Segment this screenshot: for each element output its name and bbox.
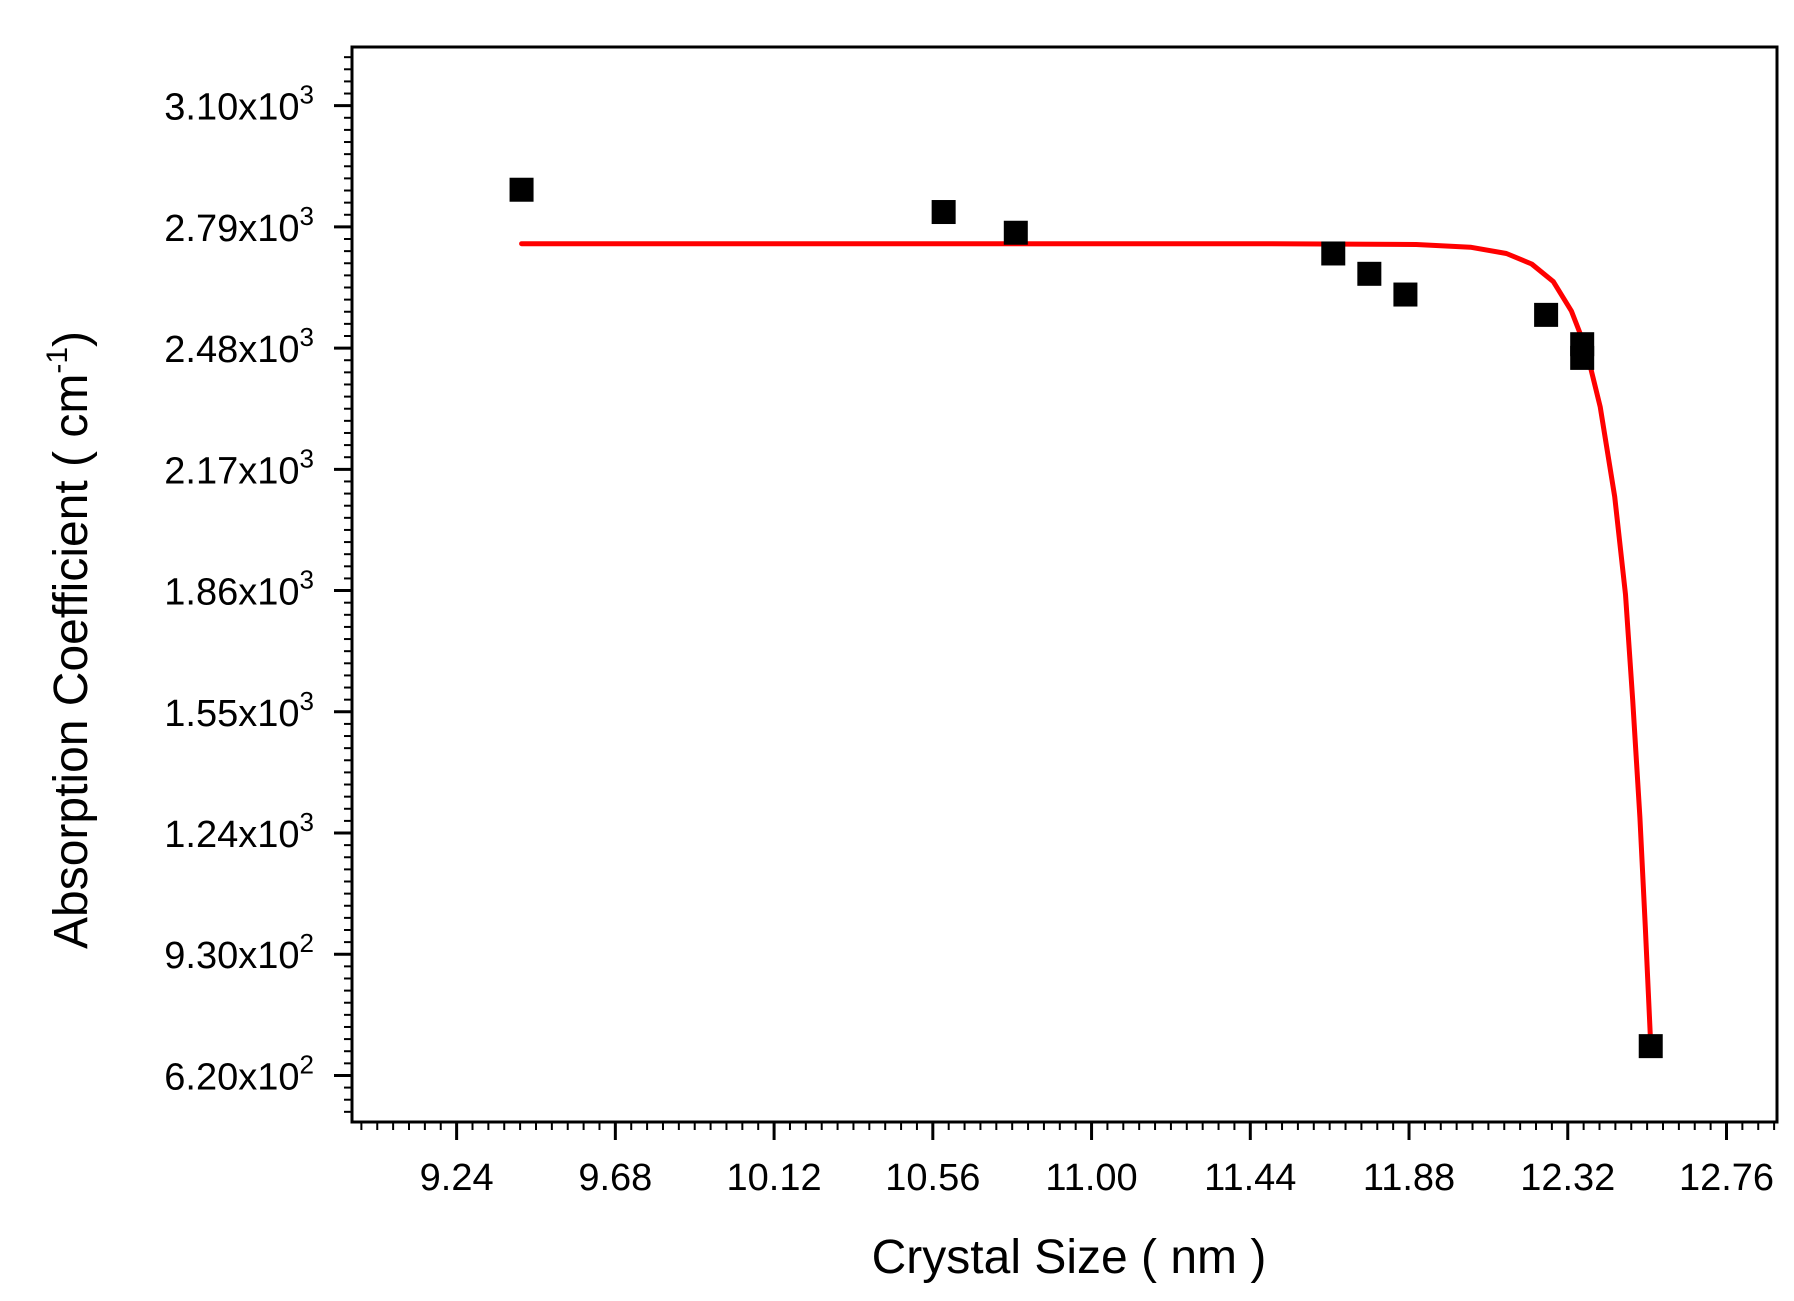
y-tick-exponent: 2 <box>300 1049 314 1079</box>
y-tick-exponent: 2 <box>300 928 314 958</box>
y-axis-title-main: Absorption Coefficient ( cm <box>45 374 98 949</box>
y-tick-label: 3.10x103 <box>164 80 314 129</box>
y-tick-label: 2.79x103 <box>164 201 314 250</box>
major-ticks <box>334 104 1728 1140</box>
y-tick-mantissa: 1.86x10 <box>164 572 299 614</box>
data-point <box>509 177 534 202</box>
y-axis-title-end: ) <box>45 331 98 347</box>
y-tick-exponent: 3 <box>300 201 314 231</box>
y-tick-mantissa: 2.17x10 <box>164 450 299 492</box>
data-point <box>1393 282 1418 307</box>
x-axis-title: Crystal Size ( nm ) <box>872 1231 1267 1284</box>
y-tick-exponent: 3 <box>300 686 314 716</box>
data-point <box>1003 220 1028 245</box>
x-tick-label: 12.76 <box>1679 1157 1774 1199</box>
y-tick-label: 1.86x103 <box>164 565 314 614</box>
y-tick-label: 6.20x102 <box>164 1049 314 1098</box>
y-tick-mantissa: 2.48x10 <box>164 329 299 371</box>
x-tick-label: 11.00 <box>1045 1157 1137 1199</box>
fit-curve <box>519 241 1654 1047</box>
y-tick-mantissa: 3.10x10 <box>164 87 299 129</box>
y-tick-label: 1.55x103 <box>164 686 314 735</box>
x-tick-label: 11.44 <box>1204 1157 1296 1199</box>
y-tick-exponent: 3 <box>300 565 314 595</box>
data-point <box>1534 302 1559 327</box>
tick-labels: 9.24 9.68 10.12 10.56 11.00 11.44 11.88 12.32 12… <box>164 80 1774 1199</box>
series-layer <box>509 177 1663 1059</box>
y-axis-title-superscript: -1 <box>41 347 74 374</box>
y-tick-label: 2.48x103 <box>164 322 314 371</box>
y-tick-label: 9.30x102 <box>164 928 314 977</box>
plot-frame <box>350 45 1779 1124</box>
y-tick-mantissa: 6.20x10 <box>164 1056 299 1098</box>
y-tick-label: 1.24x103 <box>164 807 314 856</box>
y-axis-title: Absorption Coefficient ( cm-1) <box>41 331 98 949</box>
data-point <box>1321 241 1346 266</box>
y-tick-exponent: 3 <box>300 322 314 352</box>
data-point <box>1357 261 1382 286</box>
x-tick-label: 10.56 <box>885 1157 980 1199</box>
data-point <box>1638 1034 1663 1059</box>
y-tick-exponent: 3 <box>300 807 314 837</box>
x-tick-label: 11.88 <box>1363 1157 1455 1199</box>
x-tick-label: 9.24 <box>420 1157 494 1199</box>
y-tick-mantissa: 2.79x10 <box>164 208 299 250</box>
x-tick-label: 9.68 <box>578 1157 652 1199</box>
x-tick-label: 10.12 <box>727 1157 822 1199</box>
data-point <box>931 200 956 225</box>
y-tick-mantissa: 1.55x10 <box>164 693 299 735</box>
y-tick-label: 2.17x103 <box>164 443 314 492</box>
minor-ticks <box>344 56 1776 1130</box>
y-tick-exponent: 3 <box>300 80 314 110</box>
y-tick-mantissa: 9.30x10 <box>164 935 299 977</box>
data-point <box>1570 345 1595 370</box>
y-tick-exponent: 3 <box>300 443 314 473</box>
x-tick-label: 12.32 <box>1520 1157 1615 1199</box>
y-tick-mantissa: 1.24x10 <box>164 814 299 856</box>
